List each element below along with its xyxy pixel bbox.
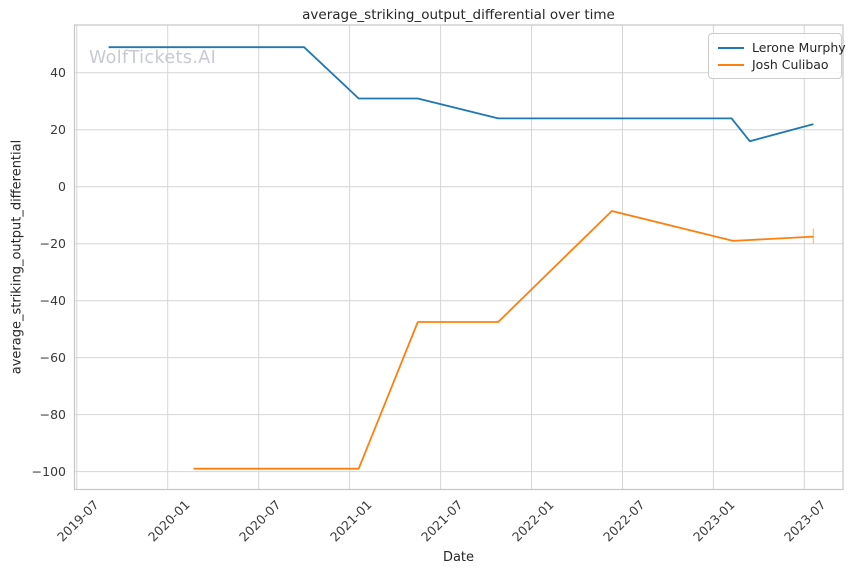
x-axis-label: Date (442, 550, 475, 565)
y-tick-label: 0 (58, 178, 66, 194)
y-tick-label: −100 (31, 463, 66, 479)
y-tick-label: −60 (39, 349, 66, 365)
plot-frame (73, 24, 844, 491)
y-tick-label: −20 (39, 235, 66, 251)
legend-item: Lerone Murphy (718, 40, 846, 55)
y-tick-label: −80 (39, 406, 66, 422)
legend-label: Lerone Murphy (752, 40, 846, 55)
y-tick-label: −40 (39, 292, 66, 308)
legend-item: Josh Culibao (718, 57, 832, 72)
series-line-lerone-murphy (108, 46, 814, 143)
legend-label: Josh Culibao (752, 57, 829, 72)
watermark: WolfTickets.AI (89, 48, 217, 68)
y-tick-label: 20 (50, 121, 66, 137)
series-line-josh-culibao (193, 210, 814, 470)
y-axis-label: average_striking_output_differential (9, 139, 25, 375)
chart-title: average_striking_output_differential ove… (302, 7, 615, 23)
y-tick-label: 40 (50, 64, 66, 80)
legend-line-swatch (718, 63, 744, 66)
legend-line-swatch (718, 46, 744, 49)
legend: Lerone Murphy Josh Culibao (708, 33, 846, 79)
